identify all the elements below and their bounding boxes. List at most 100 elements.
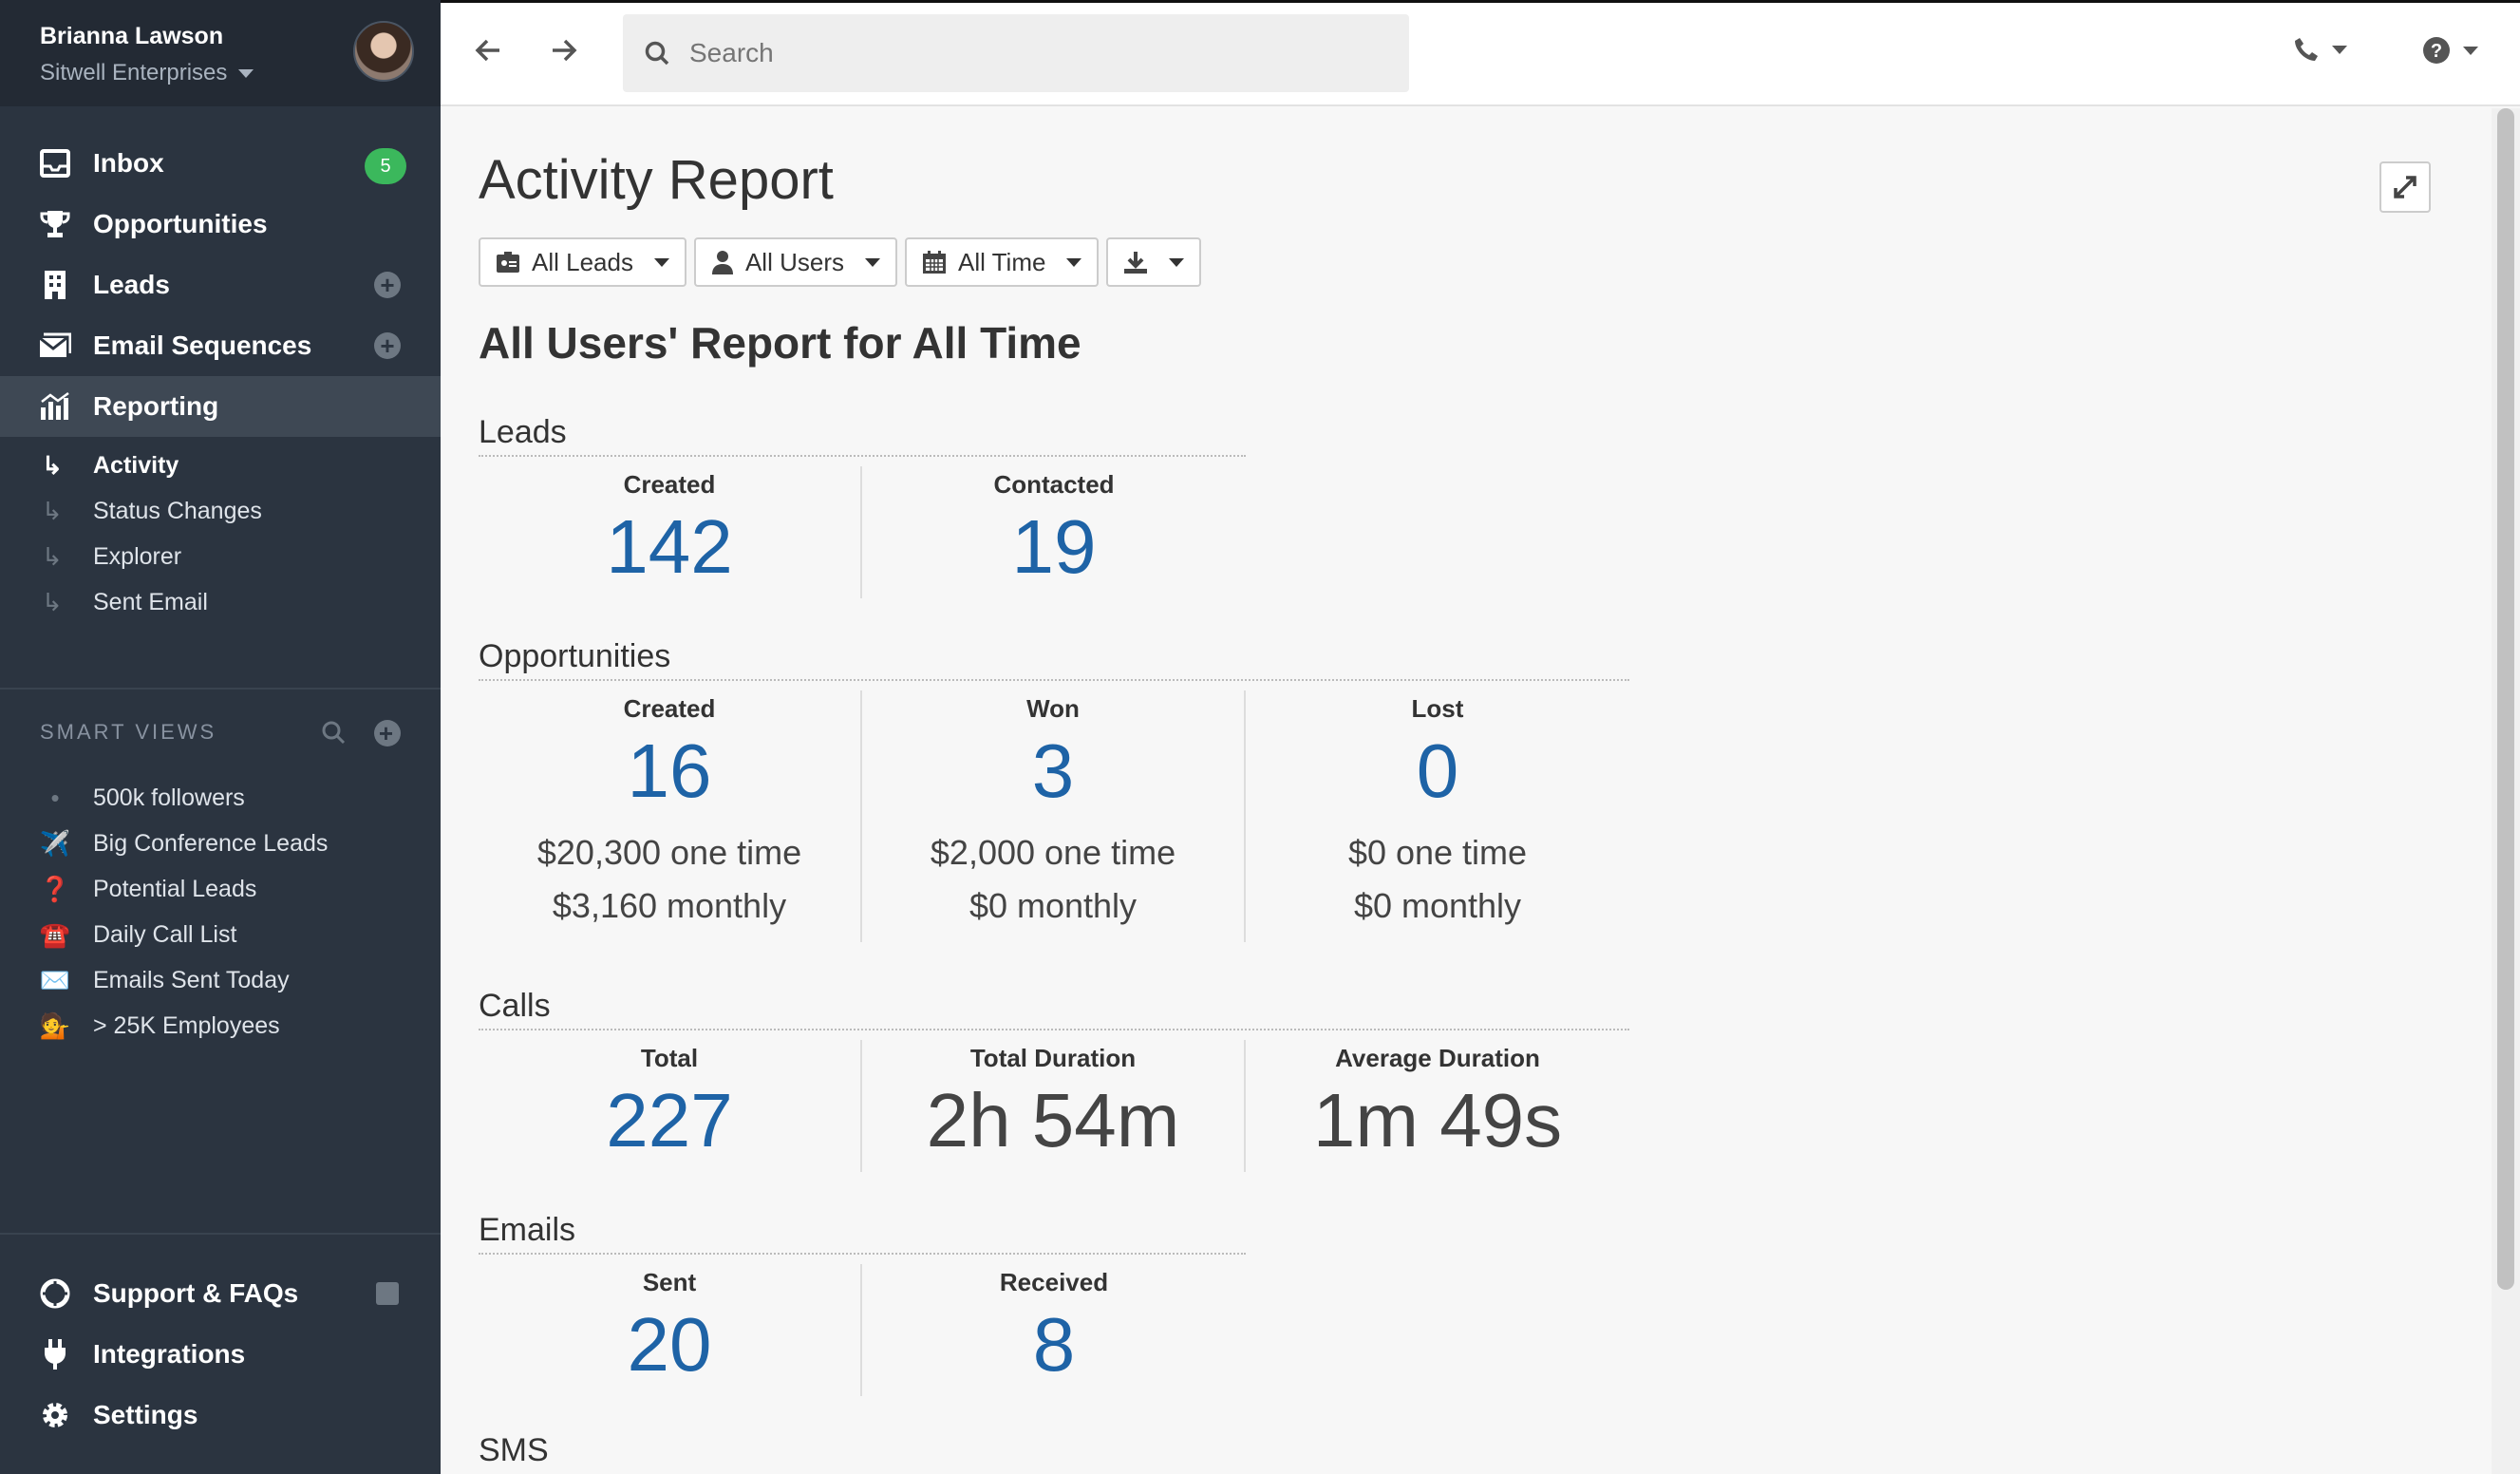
sidebar-item-leads[interactable]: Leads + xyxy=(0,255,441,315)
stat-value: 2h 54m xyxy=(926,1078,1180,1162)
stat-label: Lost xyxy=(1411,694,1464,723)
expand-button[interactable] xyxy=(2379,161,2431,213)
leads-filter-dropdown[interactable]: All Leads xyxy=(479,237,686,287)
smart-views-heading: SMART VIEWS + xyxy=(0,690,441,775)
calls-section: Calls Total 227 Total Duration 2h 54m Av… xyxy=(479,988,1629,1172)
stat-value[interactable]: 16 xyxy=(627,728,712,813)
scrollbar[interactable] xyxy=(2492,108,2520,1474)
sidebar: Brianna Lawson Sitwell Enterprises Inbox… xyxy=(0,0,441,1474)
inbox-count-badge: 5 xyxy=(365,148,406,184)
subnav-item-sent-email[interactable]: ↳ Sent Email xyxy=(0,579,441,625)
lifebuoy-icon xyxy=(38,1276,72,1311)
back-button[interactable] xyxy=(471,33,515,77)
export-dropdown[interactable] xyxy=(1106,237,1202,287)
user-icon xyxy=(711,251,733,274)
smart-view-item[interactable]: ✉️ Emails Sent Today xyxy=(0,957,441,1003)
subnav-item-status-changes[interactable]: ↳ Status Changes xyxy=(0,488,441,534)
smart-view-label: Big Conference Leads xyxy=(93,829,329,857)
airplane-icon: ✈️ xyxy=(39,828,71,858)
scrollbar-thumb[interactable] xyxy=(2497,108,2514,1290)
stat-value[interactable]: 8 xyxy=(1032,1302,1076,1387)
stat-label: Received xyxy=(999,1268,1109,1296)
smart-view-label: 500k followers xyxy=(93,784,245,811)
stat-label: Average Duration xyxy=(1335,1044,1540,1072)
main-content: Activity Report All Leads All Users All … xyxy=(441,108,2492,1474)
smart-view-item[interactable]: ✈️ Big Conference Leads xyxy=(0,821,441,866)
stat-column: Created 16 $20,300 one time $3,160 month… xyxy=(479,690,862,942)
sidebar-item-inbox[interactable]: Inbox 5 xyxy=(0,133,441,194)
external-link-icon xyxy=(376,1282,399,1305)
sidebar-item-integrations[interactable]: Integrations xyxy=(0,1324,441,1385)
sidebar-item-label: Reporting xyxy=(93,391,219,421)
stat-value[interactable]: 20 xyxy=(627,1302,712,1387)
calendar-icon xyxy=(922,251,946,274)
reporting-subnav: ↳ Activity ↳ Status Changes ↳ Explorer ↳… xyxy=(0,443,441,625)
search-input[interactable] xyxy=(689,38,1354,68)
subnav-item-activity[interactable]: ↳ Activity xyxy=(0,443,441,488)
sidebar-divider xyxy=(0,688,441,690)
smart-view-item[interactable]: 💁 > 25K Employees xyxy=(0,1003,441,1049)
forward-button[interactable] xyxy=(547,33,591,77)
contact-card-icon xyxy=(497,252,519,273)
smart-views-title: SMART VIEWS xyxy=(40,720,217,744)
section-heading: Calls xyxy=(479,988,1629,1030)
avatar[interactable] xyxy=(353,21,414,82)
sidebar-item-support[interactable]: Support & FAQs xyxy=(0,1263,441,1324)
arrow-right-icon xyxy=(553,39,577,62)
subnav-item-explorer[interactable]: ↳ Explorer xyxy=(0,534,441,579)
inbox-icon xyxy=(38,146,72,180)
monthly-value: $3,160 monthly xyxy=(552,885,787,925)
question-mark-icon: ❓ xyxy=(39,874,71,903)
help-menu[interactable]: ? xyxy=(2421,35,2478,66)
one-time-value: $0 one time xyxy=(1347,833,1528,872)
search-icon[interactable] xyxy=(321,720,346,745)
one-time-value: $20,300 one time xyxy=(536,833,802,872)
stat-value: 1m 49s xyxy=(1312,1078,1563,1162)
sidebar-item-label: Leads xyxy=(93,270,170,299)
stat-label: Won xyxy=(1026,694,1080,723)
stat-value[interactable]: 0 xyxy=(1416,728,1459,813)
opportunities-section: Opportunities Created 16 $20,300 one tim… xyxy=(479,638,1629,942)
add-smart-view-icon[interactable]: + xyxy=(374,720,401,746)
sidebar-item-settings[interactable]: Settings xyxy=(0,1385,441,1446)
section-heading: Opportunities xyxy=(479,638,1629,681)
stat-value[interactable]: 227 xyxy=(606,1078,733,1162)
telephone-icon: ☎️ xyxy=(39,919,71,949)
stat-value[interactable]: 142 xyxy=(606,504,733,589)
subnav-label: Activity xyxy=(93,451,179,479)
time-filter-dropdown[interactable]: All Time xyxy=(904,237,1100,287)
sidebar-item-email-sequences[interactable]: Email Sequences + xyxy=(0,315,441,376)
smart-view-item[interactable]: ❓ Potential Leads xyxy=(0,866,441,912)
sidebar-item-reporting[interactable]: Reporting xyxy=(0,376,441,437)
sidebar-item-opportunities[interactable]: Opportunities xyxy=(0,194,441,255)
stat-label: Contacted xyxy=(993,470,1115,499)
stat-label: Total xyxy=(640,1044,699,1072)
smart-view-item[interactable]: ☎️ Daily Call List xyxy=(0,912,441,957)
bullet-icon: • xyxy=(50,783,60,812)
users-filter-dropdown[interactable]: All Users xyxy=(693,237,897,287)
smart-view-label: Potential Leads xyxy=(93,875,257,902)
stat-column: Contacted 19 xyxy=(862,466,1246,598)
add-sequence-icon[interactable]: + xyxy=(374,332,401,359)
stat-value[interactable]: 3 xyxy=(1031,728,1075,813)
svg-text:?: ? xyxy=(2431,41,2442,62)
smart-view-item[interactable]: • 500k followers xyxy=(0,775,441,821)
chevron-down-icon xyxy=(2332,45,2347,54)
search-bar[interactable] xyxy=(623,14,1409,92)
chevron-down-icon xyxy=(864,257,880,267)
arrow-left-icon xyxy=(475,39,499,62)
stat-label: Total Duration xyxy=(969,1044,1137,1072)
add-lead-icon[interactable]: + xyxy=(374,272,401,298)
top-bar: ? xyxy=(441,0,2520,106)
stat-value[interactable]: 19 xyxy=(1011,504,1097,589)
report-title: All Users' Report for All Time xyxy=(479,318,1081,368)
account-header[interactable]: Brianna Lawson Sitwell Enterprises xyxy=(0,0,441,106)
org-switcher[interactable]: Sitwell Enterprises xyxy=(40,60,441,86)
corner-arrow-icon: ↳ xyxy=(42,541,63,571)
phone-menu[interactable] xyxy=(2292,35,2347,64)
stat-column: Total 227 xyxy=(479,1040,862,1172)
building-icon xyxy=(38,268,72,302)
chevron-down-icon xyxy=(1066,257,1082,267)
monthly-value: $0 monthly xyxy=(1353,885,1522,925)
corner-arrow-icon: ↳ xyxy=(42,587,63,616)
